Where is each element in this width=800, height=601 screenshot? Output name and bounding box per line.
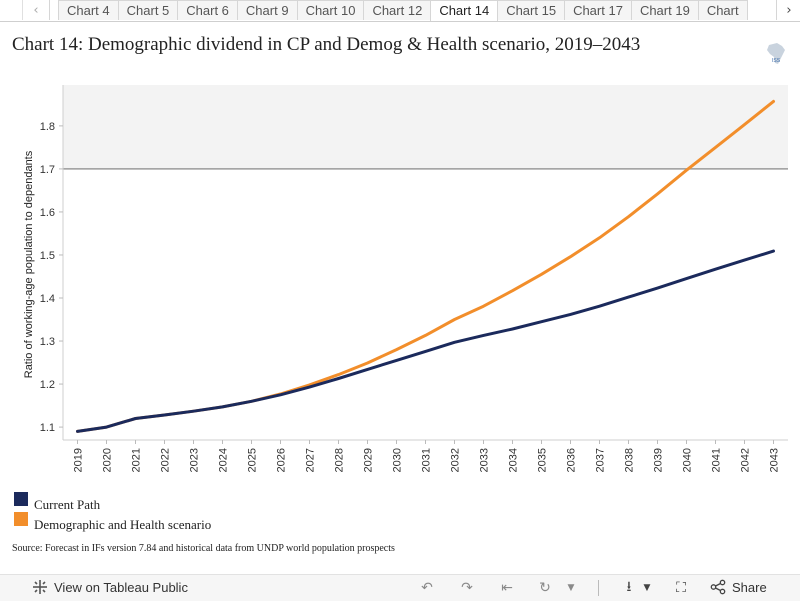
tab-chart-15[interactable]: Chart 15 — [497, 0, 566, 20]
view-on-tableau-label: View on Tableau Public — [54, 579, 188, 595]
y-tick-label: 1.3 — [40, 336, 55, 348]
y-tick-label: 1.7 — [40, 164, 55, 176]
x-tick-label: 2020 — [102, 448, 114, 472]
series-line-current-path — [76, 249, 775, 433]
next-tab-icon[interactable]: › — [776, 0, 800, 20]
y-tick-label: 1.2 — [40, 379, 55, 391]
tab-chart[interactable]: Chart — [697, 0, 748, 20]
tab-list: Chart 4 Chart 5 Chart 6 Chart 9 Chart 10 Char… — [58, 0, 776, 21]
x-tick-label: 2027 — [305, 448, 317, 472]
refresh-icon[interactable]: ↻ — [539, 580, 551, 596]
tab-chart-17[interactable]: Chart 17 — [564, 0, 632, 20]
iss-logo: ISS — [763, 42, 791, 66]
tab-chart-5[interactable]: Chart 5 — [117, 0, 179, 20]
legend-label: Demographic and Health scenario — [34, 517, 212, 532]
share-label: Share — [732, 579, 767, 595]
line-chart: 1.1 1.2 1.3 1.4 1.5 1.6 1.7 1.8 2019 2020 2021 2022… — [23, 85, 788, 472]
share-icon — [710, 579, 726, 595]
shaded-region — [63, 85, 788, 169]
refresh-dropdown-icon[interactable]: ▼ — [567, 583, 575, 593]
view-on-tableau-link[interactable]: View on Tableau Public — [32, 579, 188, 595]
sheet-tab-bar: ‹ Chart 4 Chart 5 Chart 6 Chart 9 Chart 10 Ch… — [0, 0, 800, 22]
x-tick-label: 2026 — [276, 448, 288, 472]
source-note: Source: Forecast in IFs version 7.84 and… — [12, 543, 395, 554]
x-tick-label: 2024 — [218, 448, 230, 472]
y-tick-label: 1.8 — [40, 121, 55, 133]
y-tick-label: 1.1 — [40, 422, 55, 434]
share-button[interactable]: Share — [710, 579, 767, 595]
download-icon[interactable]: ⭳ — [626, 579, 632, 595]
x-tick-label: 2029 — [363, 448, 375, 472]
tab-chart-6[interactable]: Chart 6 — [177, 0, 238, 20]
tab-chart-10[interactable]: Chart 10 — [296, 0, 365, 20]
download-dropdown-icon[interactable]: ▼ — [643, 583, 651, 593]
x-tick-label: 2042 — [740, 448, 752, 472]
x-tick-label: 2034 — [508, 448, 520, 472]
legend-swatch — [14, 512, 28, 526]
y-tick-label: 1.5 — [40, 250, 55, 262]
legend-label: Current Path — [34, 497, 101, 512]
x-tick-label: 2043 — [769, 448, 781, 472]
x-tick-label: 2039 — [653, 448, 665, 472]
undo-icon[interactable]: ↶ — [421, 580, 433, 596]
tab-chart-12[interactable]: Chart 12 — [363, 0, 432, 20]
tab-chart-14[interactable]: Chart 14 — [430, 0, 499, 21]
y-tick-label: 1.4 — [40, 293, 55, 305]
redo-icon[interactable]: ↷ — [461, 580, 473, 596]
x-tick-label: 2035 — [537, 448, 549, 472]
toolbar-divider — [598, 580, 599, 596]
bottom-toolbar: View on Tableau Public ↶ ↷ ⇤ ↻ ▼ ⭳ ▼ ⛶ S… — [0, 574, 800, 601]
x-tick-label: 2023 — [189, 448, 201, 472]
tab-chart-19[interactable]: Chart 19 — [630, 0, 699, 20]
x-tick-label: 2019 — [73, 448, 85, 472]
x-tick-label: 2022 — [160, 448, 172, 472]
previous-tab-icon[interactable]: ‹ — [23, 0, 50, 20]
x-tick-label: 2025 — [247, 448, 259, 472]
x-tick-label: 2021 — [131, 448, 143, 472]
x-tick-label: 2030 — [392, 448, 404, 472]
x-tick-label: 2037 — [595, 448, 607, 472]
revert-icon[interactable]: ⇤ — [501, 580, 513, 596]
x-tick-label: 2040 — [682, 448, 694, 472]
x-tick-label: 2031 — [421, 448, 433, 472]
x-tick-label: 2041 — [711, 448, 723, 472]
svg-text:ISS: ISS — [772, 58, 781, 64]
x-tick-label: 2033 — [479, 448, 491, 472]
first-tab-icon[interactable] — [0, 0, 23, 20]
x-tick-label: 2036 — [566, 448, 578, 472]
y-axis-label: Ratio of working-age population to depen… — [23, 150, 35, 378]
page-title: Chart 14: Demographic dividend in CP and… — [12, 34, 641, 55]
tab-chart-9[interactable]: Chart 9 — [236, 0, 298, 20]
fullscreen-icon[interactable]: ⛶ — [676, 580, 686, 596]
y-tick-label: 1.6 — [40, 207, 55, 219]
x-tick-label: 2032 — [450, 448, 462, 472]
x-tick-label: 2038 — [624, 448, 636, 472]
tableau-logo-icon — [33, 580, 47, 594]
legend-swatch — [14, 492, 28, 506]
tab-chart-4[interactable]: Chart 4 — [58, 0, 119, 20]
x-tick-label: 2028 — [334, 448, 346, 472]
